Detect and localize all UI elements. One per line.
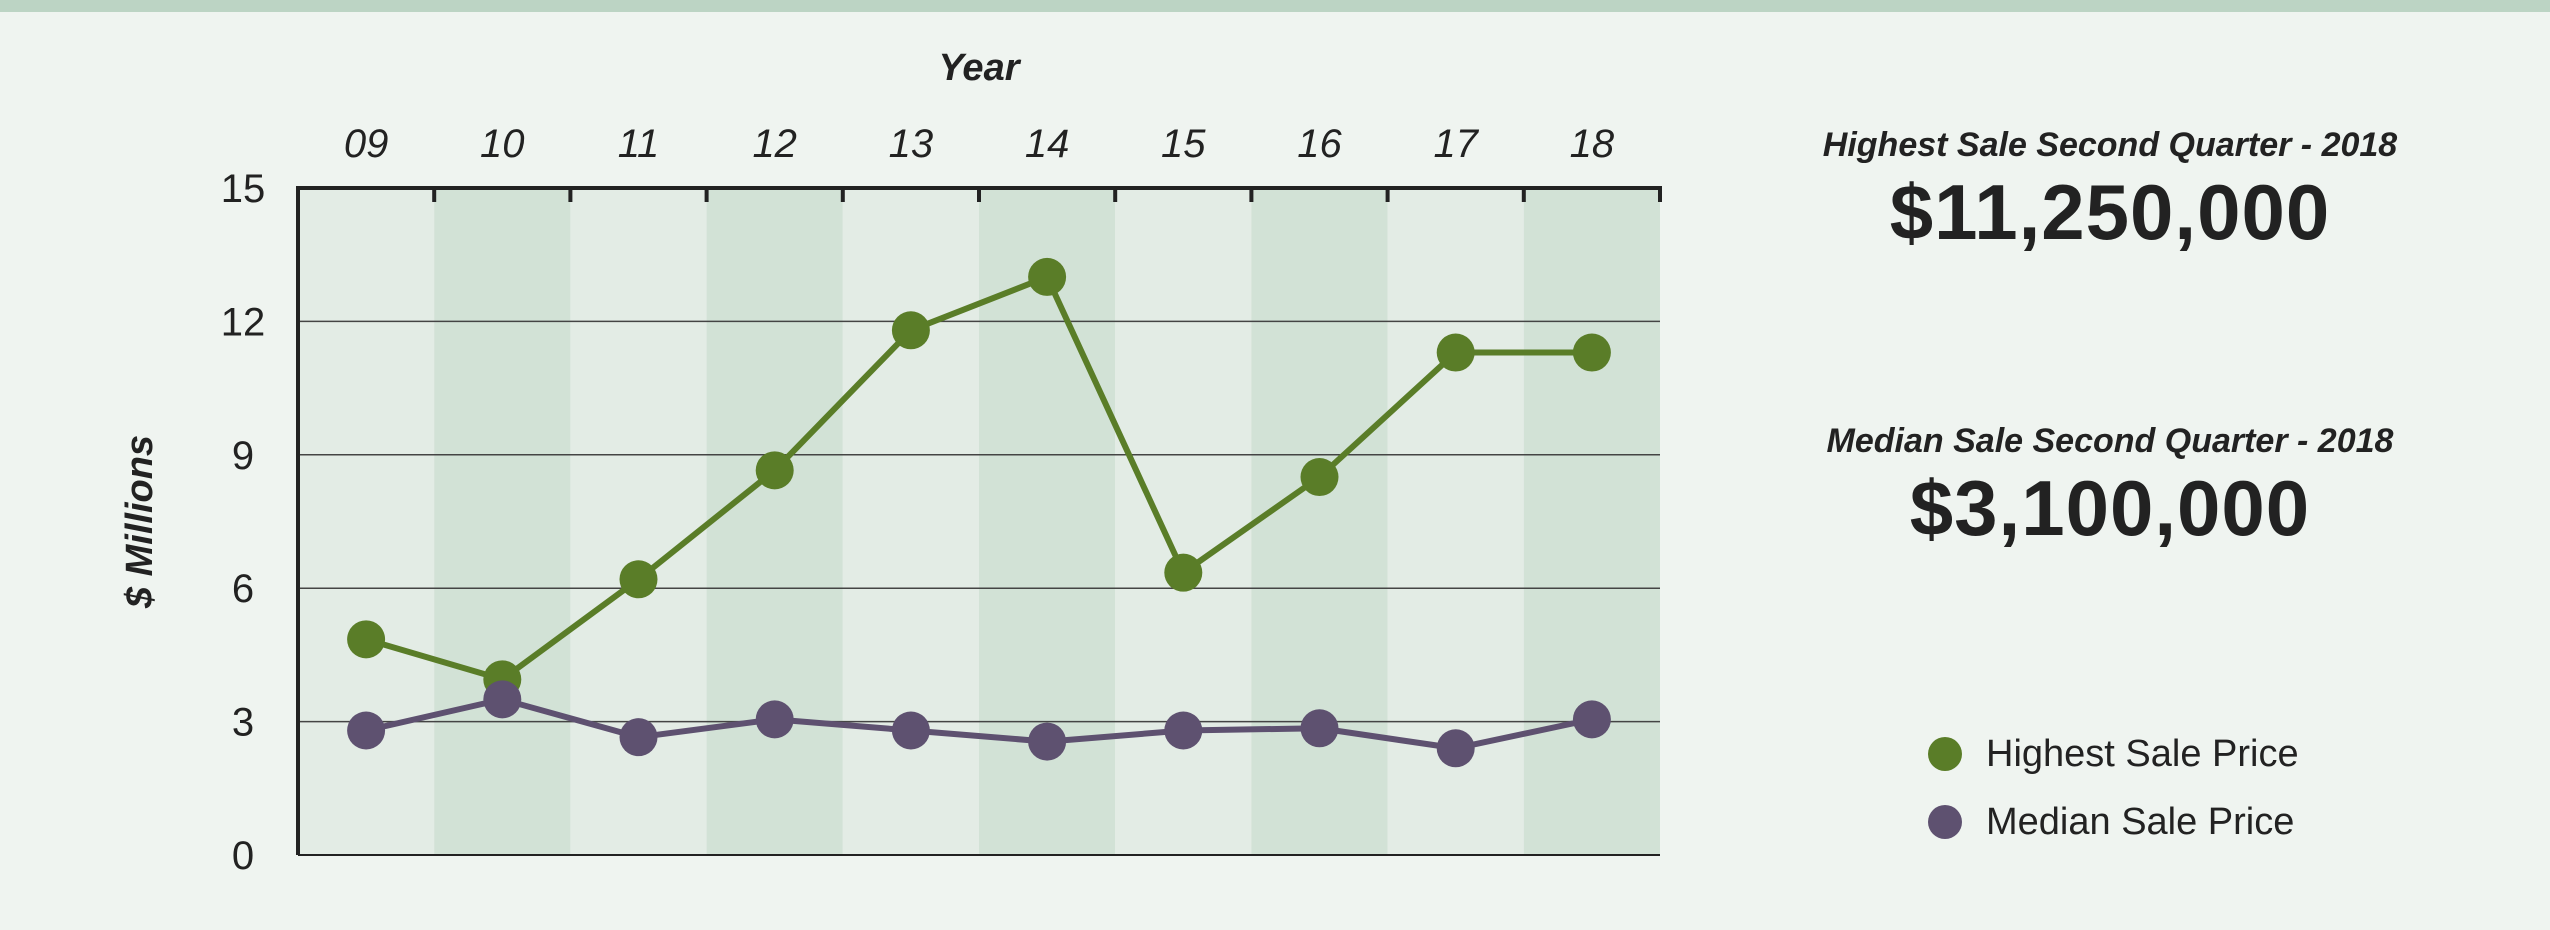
y-tick-label: 6 <box>232 567 254 611</box>
y-tick-label: 9 <box>232 434 254 478</box>
x-tick-label: 18 <box>1570 122 1615 166</box>
legend-marker-highest <box>1928 737 1962 771</box>
data-point-highest <box>755 451 794 490</box>
column-band <box>434 188 571 855</box>
column-band <box>1523 188 1660 855</box>
y-tick-label: 12 <box>221 300 266 344</box>
data-point-highest <box>619 560 658 599</box>
data-point-median <box>1164 711 1203 750</box>
legend-label-highest: Highest Sale Price <box>1986 732 2299 775</box>
median-sale-stat: Median Sale Second Quarter - 2018 $3,100… <box>1760 422 2460 554</box>
series-line-median <box>365 696 1593 752</box>
x-axis-title: Year <box>939 47 1022 89</box>
x-tick-label: 13 <box>889 122 934 166</box>
data-point-highest <box>1572 333 1611 372</box>
data-point-median <box>619 718 658 757</box>
x-tick-label: 12 <box>752 122 797 166</box>
data-point-highest <box>347 620 386 659</box>
x-tick-label: 16 <box>1297 122 1342 166</box>
data-point-median <box>891 711 930 750</box>
legend-item-highest: Highest Sale Price <box>1928 720 2299 788</box>
data-point-median <box>1028 722 1067 761</box>
data-point-median <box>755 700 794 739</box>
highest-sale-stat: Highest Sale Second Quarter - 2018 $11,2… <box>1760 126 2460 258</box>
x-tick-label: 15 <box>1161 122 1206 166</box>
y-tick-label: 15 <box>221 167 266 211</box>
top-accent-bar <box>0 0 2550 12</box>
data-point-median <box>1572 700 1611 739</box>
column-band <box>1251 188 1388 855</box>
legend-marker-median <box>1928 805 1962 839</box>
x-tick-label: 10 <box>480 122 525 166</box>
x-tick-label: 14 <box>1025 122 1070 166</box>
x-tick-label: 09 <box>344 122 389 166</box>
x-tick-label: 17 <box>1433 122 1479 166</box>
legend-item-median: Median Sale Price <box>1928 788 2299 856</box>
y-tick-label: 3 <box>232 701 254 745</box>
series-line-highest <box>365 273 1592 683</box>
data-point-median <box>1436 729 1475 768</box>
data-point-highest <box>1300 458 1339 497</box>
y-tick-labels: 0 3 6 9 12 15 <box>221 167 266 878</box>
column-band <box>706 188 843 855</box>
median-sale-label: Median Sale Second Quarter - 2018 <box>1826 422 2394 460</box>
data-point-highest <box>891 311 930 350</box>
median-sale-value: $3,100,000 <box>1909 464 2311 552</box>
column-band <box>842 188 979 855</box>
x-tick-labels: 09 10 11 12 13 14 15 16 17 18 <box>344 122 1615 166</box>
data-point-highest <box>1164 553 1203 592</box>
column-band <box>298 188 435 855</box>
legend-label-median: Median Sale Price <box>1986 800 2295 843</box>
highest-sale-label: Highest Sale Second Quarter - 2018 <box>1822 126 2398 164</box>
series-lines <box>365 273 1593 752</box>
axes <box>296 186 1662 856</box>
legend: Highest Sale Price Median Sale Price <box>1928 720 2299 856</box>
data-point-highest <box>1028 257 1067 296</box>
y-tick-label: 0 <box>232 834 254 878</box>
x-tick-label: 11 <box>618 122 660 166</box>
highest-sale-value: $11,250,000 <box>1889 168 2331 256</box>
data-point-median <box>483 680 522 719</box>
data-point-median <box>347 711 386 750</box>
series-points <box>347 257 1611 768</box>
column-band <box>1115 188 1252 855</box>
gridlines <box>298 320 1660 723</box>
y-axis-title: $ Millions <box>119 435 161 609</box>
data-point-highest <box>1436 333 1475 372</box>
data-point-median <box>1300 709 1339 748</box>
